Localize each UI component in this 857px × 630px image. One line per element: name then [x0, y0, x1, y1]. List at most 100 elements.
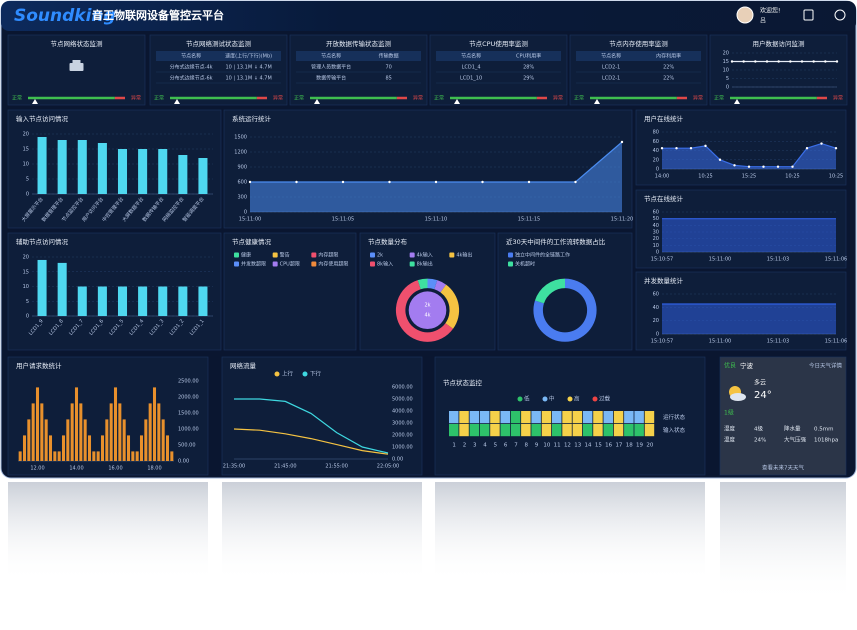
y-tick-label: 0	[656, 250, 659, 256]
panel-title: 节点在线统计	[644, 194, 684, 203]
avatar[interactable]	[736, 6, 754, 24]
heat-cell	[634, 424, 644, 437]
y-tick-label: 5000.00	[392, 397, 413, 403]
weather-field: 1018hpa	[814, 438, 838, 444]
column-label: 10	[543, 443, 550, 449]
bar	[44, 419, 48, 461]
point	[660, 146, 664, 150]
point	[791, 165, 794, 168]
reflection	[8, 482, 846, 602]
date: 今日天气详情	[809, 362, 843, 370]
node-icon	[69, 63, 84, 71]
heat-cell	[469, 424, 480, 437]
header-bar	[1, 1, 856, 31]
table-cell: LCD2-1	[602, 65, 620, 71]
legend-swatch	[542, 396, 548, 402]
y-tick-label: 0	[726, 85, 729, 91]
y-tick-label: 5	[726, 76, 729, 82]
donut-slice	[534, 278, 565, 304]
condition: 多云	[754, 379, 766, 387]
status-pointer	[314, 99, 320, 104]
bar	[105, 419, 109, 461]
y-tick-label: 15	[23, 147, 29, 153]
legend-label: 8k输入	[377, 261, 393, 268]
table-head-bg	[436, 51, 561, 61]
bar	[77, 140, 87, 194]
status-alert-label: 异常	[273, 95, 283, 102]
heat-cell	[449, 411, 459, 424]
bar	[152, 387, 157, 461]
column-label: 15	[595, 443, 602, 449]
heat-cell	[541, 411, 552, 424]
bar	[22, 435, 27, 461]
power-button[interactable]	[834, 9, 846, 21]
heat-cell	[510, 424, 521, 437]
heat-cell	[593, 424, 603, 437]
panel	[7, 34, 146, 106]
bar	[97, 286, 107, 316]
heat-cell	[644, 424, 655, 437]
weather-field: 4级	[754, 425, 763, 433]
bar	[198, 286, 208, 316]
column-label: 1	[452, 443, 456, 449]
bar	[117, 149, 128, 194]
heat-cell	[603, 424, 613, 437]
panel-title: 近30天中间件的工作流转数据占比	[506, 237, 606, 246]
panel-title: 开放数据传输状态监测	[326, 39, 392, 48]
y-tick-label: 40	[653, 223, 659, 229]
bar	[122, 419, 126, 461]
column-label: 3	[473, 443, 477, 449]
y-tick-label: 1000.00	[178, 427, 199, 433]
weather-cloud	[730, 393, 746, 401]
y-tick-label: 2000.00	[392, 433, 413, 439]
x-tick-label: 15:10:57	[651, 257, 673, 263]
legend-label: 下行	[310, 370, 322, 378]
panel-title: 节点内存使用率监测	[609, 39, 668, 48]
point	[742, 60, 745, 63]
y-tick-label: 20	[23, 255, 29, 261]
donut-slice	[417, 278, 428, 290]
x-tick-label: 16.00	[108, 466, 122, 472]
x-tick-label: 15:11:06	[825, 339, 847, 345]
area-fill	[250, 142, 622, 212]
y-tick-label: 900	[237, 165, 247, 171]
legend-label: 2k	[377, 253, 383, 259]
y-tick-label: 20	[653, 157, 659, 163]
window-button[interactable]	[803, 9, 814, 21]
bar	[37, 259, 47, 316]
x-tick-label: 21:55:00	[325, 464, 347, 470]
table-cell: 分布式边缘节点-4k	[170, 64, 213, 71]
status-pointer	[32, 99, 38, 104]
x-tick-label: 22:05:00	[377, 464, 399, 470]
table-head-bg	[156, 51, 281, 61]
bar	[118, 403, 122, 461]
point	[835, 60, 839, 63]
legend-swatch	[592, 396, 598, 402]
point	[805, 146, 809, 150]
bar	[74, 387, 79, 461]
heat-cell	[552, 411, 562, 424]
y-tick-label: 50	[653, 216, 659, 222]
point	[341, 180, 345, 184]
column-label: 9	[535, 443, 539, 449]
y-tick-label: 0	[656, 167, 659, 173]
y-tick-label: 3000.00	[392, 421, 413, 427]
point	[675, 146, 678, 150]
point	[812, 60, 815, 63]
table-cell: 85	[385, 76, 391, 82]
donut-slice	[440, 284, 460, 329]
bar	[83, 419, 87, 461]
panel-title: 节点健康情况	[232, 237, 272, 246]
status-ok-label: 正常	[574, 95, 584, 102]
x-tick-label: 15:11:00	[709, 339, 731, 345]
column-label: 19	[636, 443, 643, 449]
x-tick-label: 21:35:00	[223, 464, 245, 470]
forecast-link[interactable]: 查看未来7天天气	[762, 464, 804, 472]
table-cell: 10 | 13.1M ↓ 4.7M	[225, 76, 271, 82]
table-cell: 22%	[663, 76, 674, 82]
column-label: 6	[504, 443, 508, 449]
bar	[100, 435, 105, 461]
legend-label: 4k输出	[456, 252, 472, 259]
column-label: 18	[626, 443, 633, 449]
